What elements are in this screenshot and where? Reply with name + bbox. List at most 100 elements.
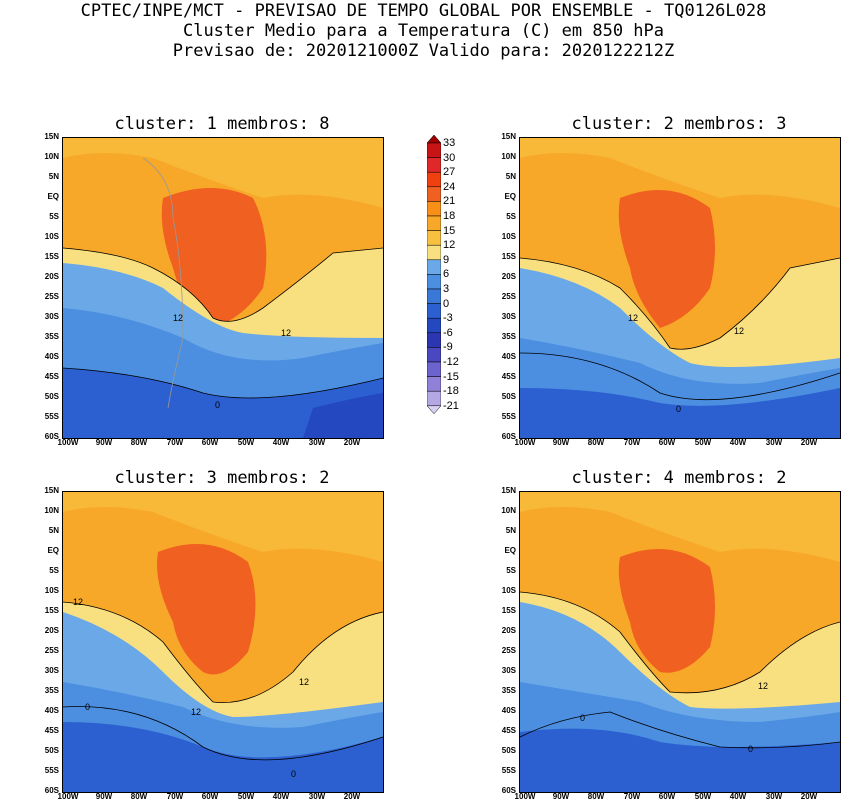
lon-tick-label: 70W [166,438,184,447]
lat-tick-label: 20S [44,272,59,281]
colorbar-swatch [426,215,442,231]
lat-tick-label: 30S [44,666,59,675]
colorbar-label: 9 [443,253,450,266]
temperature-map-3: 12 12 12 0 0 [63,492,383,792]
colorbar-swatch [426,405,442,415]
lon-tick-label: 100W [514,792,536,801]
lat-tick-label: 10S [44,232,59,241]
lat-tick-label: 5N [505,526,516,535]
map-panel-4: 12 0 0 [519,491,841,793]
lat-tick-label: 60S [501,432,516,441]
lat-tick-label: EQ [504,192,516,201]
lon-tick-label: 40W [729,792,747,801]
colorbar-label: 18 [443,210,456,222]
lon-tick-label: 100W [57,438,79,447]
lat-tick-label: 45S [44,372,59,381]
lon-tick-label: 40W [272,438,290,447]
lat-tick-label: 10N [44,506,59,515]
colorbar-label: 6 [443,268,450,281]
lat-tick-label: 15S [44,252,59,261]
colorbar-label: 27 [443,166,456,179]
lat-tick-label: 55S [44,412,59,421]
lat-tick-label: 20S [44,626,59,635]
contour-label: 0 [291,769,296,779]
map-panel-3: 12 12 12 0 0 [62,491,384,793]
colorbar-swatch [426,317,442,334]
lon-tick-label: 30W [308,438,326,447]
lat-tick-label: 30S [501,666,516,675]
lat-tick-label: 20S [501,272,516,281]
lon-tick-label: 90W [95,438,113,447]
header-line-1: CPTEC/INPE/MCT - PREVISAO DE TEMPO GLOBA… [80,1,767,21]
colorbar-label: -9 [443,341,453,354]
contour-label: 12 [173,313,183,323]
colorbar-label: -15 [443,370,459,383]
lat-tick-label: 50S [44,746,59,755]
lon-tick-label: 60W [658,438,676,447]
colorbar-swatch [426,376,442,392]
lat-tick-label: 15S [501,252,516,261]
lon-tick-label: 30W [308,792,326,801]
contour-label: 0 [215,400,220,410]
contour-label: 12 [281,328,291,338]
lat-tick-label: 55S [44,766,59,775]
lat-tick-label: 25S [501,646,516,655]
temperature-map-2: 12 12 0 [520,138,840,438]
lat-tick-label: 10S [501,232,516,241]
colorbar-label: 21 [443,195,456,208]
lon-tick-label: 70W [623,792,641,801]
lat-tick-label: 50S [501,746,516,755]
lat-tick-label: 60S [501,786,516,795]
contour-label: 12 [734,326,744,336]
lat-tick-label: 20S [501,626,516,635]
colorbar-swatch [426,157,442,173]
lat-tick-label: 25S [44,292,59,301]
lon-tick-label: 90W [95,792,113,801]
lat-tick-label: 55S [501,412,516,421]
lat-tick-label: 10S [501,586,516,595]
lat-tick-label: 35S [501,332,516,341]
lon-tick-label: 80W [587,792,605,801]
lat-tick-label: 5S [49,212,59,221]
colorbar-swatch [426,288,442,304]
contour-label: 0 [580,713,585,723]
lat-tick-label: 35S [44,332,59,341]
lon-tick-label: 70W [623,438,641,447]
colorbar-swatch [426,142,442,158]
header-line-3: Previsao de: 2020121000Z Valido para: 20… [172,41,675,61]
contour-label: 12 [299,677,309,687]
colorbar-label: 3 [443,283,450,295]
lon-tick-label: 90W [552,792,570,801]
lat-tick-label: EQ [47,546,59,555]
panel-title-3: cluster: 3 membros: 2 [114,468,330,488]
lat-tick-label: 15N [501,132,516,141]
panel-title-4: cluster: 4 membros: 2 [571,468,787,488]
lon-tick-label: 60W [658,792,676,801]
lon-tick-label: 40W [729,438,747,447]
lat-tick-label: 10S [44,586,59,595]
lat-tick-label: 40S [44,352,59,361]
lon-tick-label: 90W [552,438,570,447]
colorbar-label: 15 [443,224,456,237]
lat-tick-label: 45S [501,726,516,735]
lat-tick-label: 40S [44,706,59,715]
lat-tick-label: 15N [44,486,59,495]
panel-title-1: cluster: 1 membros: 8 [114,114,330,134]
lon-tick-label: 30W [765,792,783,801]
lat-tick-label: EQ [47,192,59,201]
lon-tick-label: 50W [694,438,712,447]
lat-tick-label: 50S [501,392,516,401]
colorbar-swatch [426,201,442,217]
colorbar-label: 33 [443,137,456,149]
lat-tick-label: 5N [505,172,516,181]
colorbar-swatch [426,332,442,348]
lat-tick-label: 55S [501,766,516,775]
lon-tick-label: 100W [57,792,79,801]
colorbar-swatch [426,186,442,202]
lat-tick-label: 40S [501,352,516,361]
colorbar-swatch [426,347,442,363]
colorbar-swatch [426,390,442,407]
colorbar-swatch [426,244,442,261]
lat-tick-label: 10N [501,152,516,161]
colorbar-swatch [426,230,442,246]
